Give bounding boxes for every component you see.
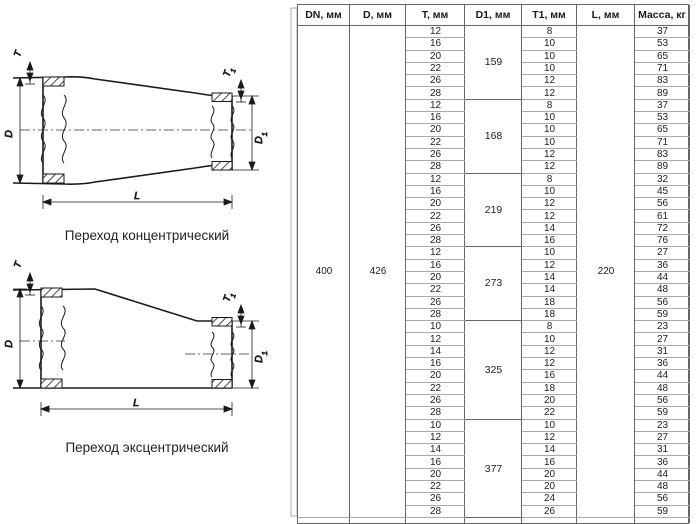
svg-text:D: D xyxy=(3,340,15,348)
svg-text:L: L xyxy=(134,190,140,202)
svg-text:Переход концентрический: Переход концентрический xyxy=(65,228,229,243)
svg-text:D: D xyxy=(3,130,15,138)
svg-text:Переход эксцентрический: Переход эксцентрический xyxy=(65,440,228,455)
svg-text:L: L xyxy=(133,397,139,409)
